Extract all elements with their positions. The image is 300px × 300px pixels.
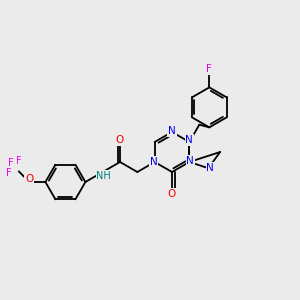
Text: O: O: [25, 174, 34, 184]
Text: N: N: [206, 163, 214, 173]
Text: F: F: [6, 168, 12, 178]
Text: N: N: [150, 157, 158, 167]
Text: F: F: [206, 64, 212, 74]
Text: N: N: [168, 126, 176, 136]
Text: N: N: [186, 156, 194, 166]
Text: O: O: [115, 135, 123, 145]
Text: NH: NH: [96, 171, 111, 181]
Text: O: O: [168, 189, 176, 199]
Text: N: N: [185, 135, 193, 145]
Text: F: F: [8, 158, 14, 168]
Text: F: F: [16, 156, 22, 167]
